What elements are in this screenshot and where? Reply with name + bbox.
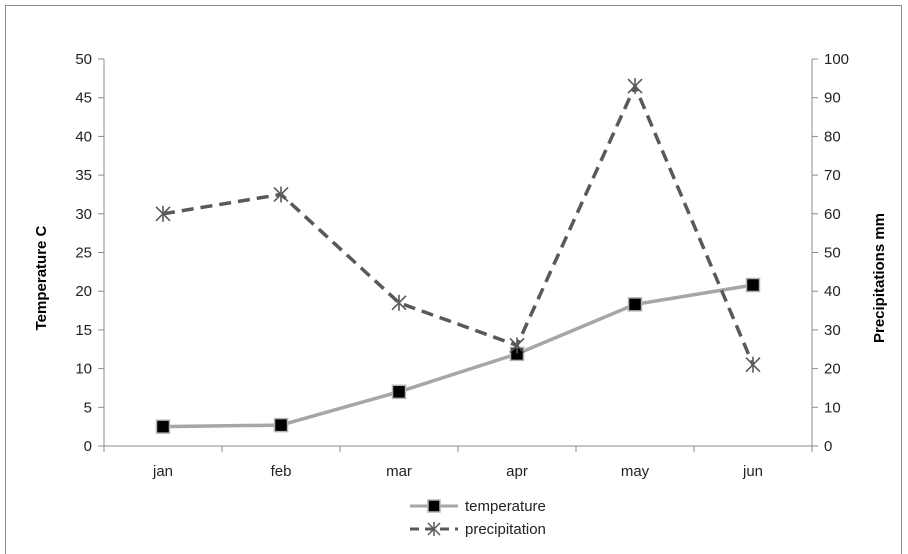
legend-item-precipitation: precipitation <box>410 521 546 538</box>
series-line-temperature <box>162 283 754 429</box>
y-tick-label: 20 <box>75 283 92 300</box>
data-point-precipitation <box>627 78 643 95</box>
data-point-temperature <box>273 417 289 433</box>
data-point-precipitation <box>391 294 407 311</box>
y-tick-label: 50 <box>75 51 92 68</box>
y2-tick-label: 70 <box>824 167 841 184</box>
x-tick-label: jun <box>742 463 763 480</box>
x-tick-label: may <box>621 463 650 480</box>
y2-tick-label: 80 <box>824 128 841 145</box>
chart-border <box>5 5 902 554</box>
y-axis-title: Temperature C <box>33 225 50 330</box>
x-tick-label: feb <box>271 463 292 480</box>
axes: 0 5 10 15 20 25 30 35 40 45 50 0 10 20 30 40 50 60 70 80 90 1… <box>75 51 849 480</box>
legend-marker-precipitation <box>427 522 441 536</box>
y-tick-label: 15 <box>75 322 92 339</box>
legend-item-temperature: temperature <box>410 498 546 515</box>
y-tick-label: 40 <box>75 128 92 145</box>
x-tick-label: mar <box>386 463 412 480</box>
y-tick-label: 10 <box>75 361 92 378</box>
legend-label-temperature: temperature <box>465 498 546 515</box>
y-tick-label: 45 <box>75 90 92 107</box>
y-tick-label: 35 <box>75 167 92 184</box>
data-point-temperature <box>155 419 171 434</box>
data-point-temperature <box>745 277 761 293</box>
x-tick-label: apr <box>506 463 528 480</box>
y-tick-label: 25 <box>75 245 92 262</box>
data-point-precipitation <box>745 356 761 373</box>
legend: temperature precipitation <box>410 498 546 538</box>
series-layer <box>155 78 761 434</box>
y2-tick-label: 0 <box>824 438 832 455</box>
y-tick-label: 30 <box>75 206 92 223</box>
legend-marker-temperature <box>427 499 441 513</box>
y-tick-label: 0 <box>84 438 92 455</box>
y2-tick-label: 60 <box>824 206 841 223</box>
y2-tick-label: 50 <box>824 245 841 262</box>
data-point-precipitation <box>273 186 289 203</box>
legend-label-precipitation: precipitation <box>465 521 546 538</box>
data-point-temperature <box>627 297 643 312</box>
y2-tick-label: 40 <box>824 283 841 300</box>
data-point-precipitation <box>155 205 171 222</box>
data-point-precipitation <box>509 337 525 354</box>
y2-axis-title: Precipitations mm <box>871 213 888 343</box>
y2-tick-label: 10 <box>824 399 841 416</box>
y-tick-label: 5 <box>84 399 92 416</box>
y2-tick-label: 100 <box>824 51 849 68</box>
y2-tick-label: 20 <box>824 361 841 378</box>
y2-tick-label: 90 <box>824 90 841 107</box>
data-point-temperature <box>391 384 407 400</box>
y2-tick-label: 30 <box>824 322 841 339</box>
x-tick-label: jan <box>152 463 173 480</box>
series-line-precipitation <box>162 84 755 366</box>
